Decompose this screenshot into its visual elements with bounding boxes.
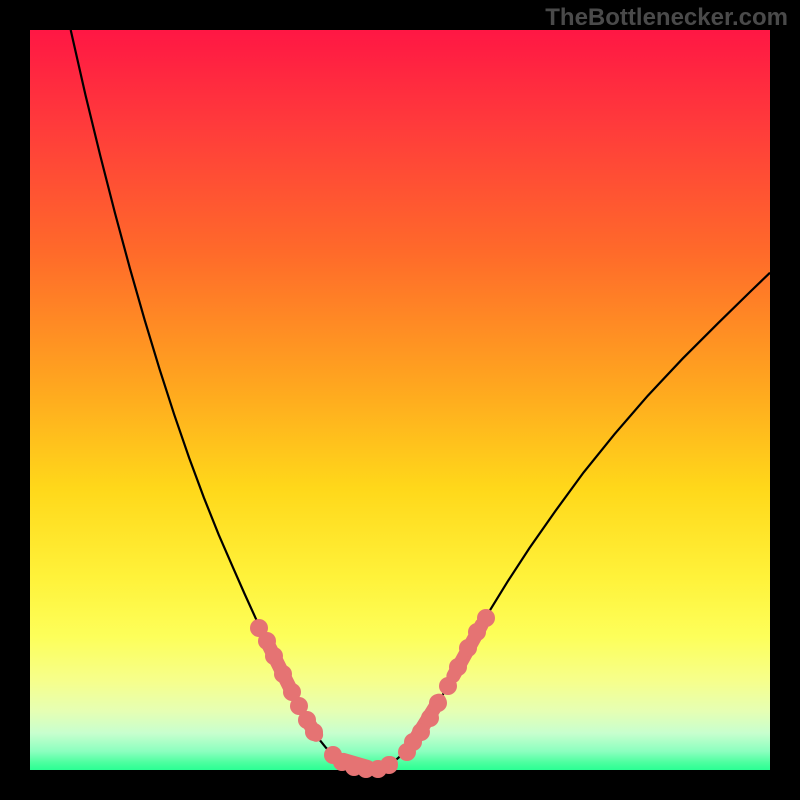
data-point-marker xyxy=(477,609,495,627)
data-point-marker xyxy=(305,723,323,741)
bottleneck-curve xyxy=(30,30,770,770)
data-point-marker xyxy=(274,665,292,683)
plot-area xyxy=(30,30,770,770)
chart-canvas: TheBottlenecker.com xyxy=(0,0,800,800)
data-point-marker xyxy=(429,694,447,712)
data-point-marker xyxy=(265,647,283,665)
data-point-marker xyxy=(439,677,457,695)
watermark-text: TheBottlenecker.com xyxy=(545,4,788,32)
curve-path xyxy=(71,30,770,769)
data-point-marker xyxy=(459,639,477,657)
data-point-marker xyxy=(449,658,467,676)
data-point-marker xyxy=(380,756,398,774)
